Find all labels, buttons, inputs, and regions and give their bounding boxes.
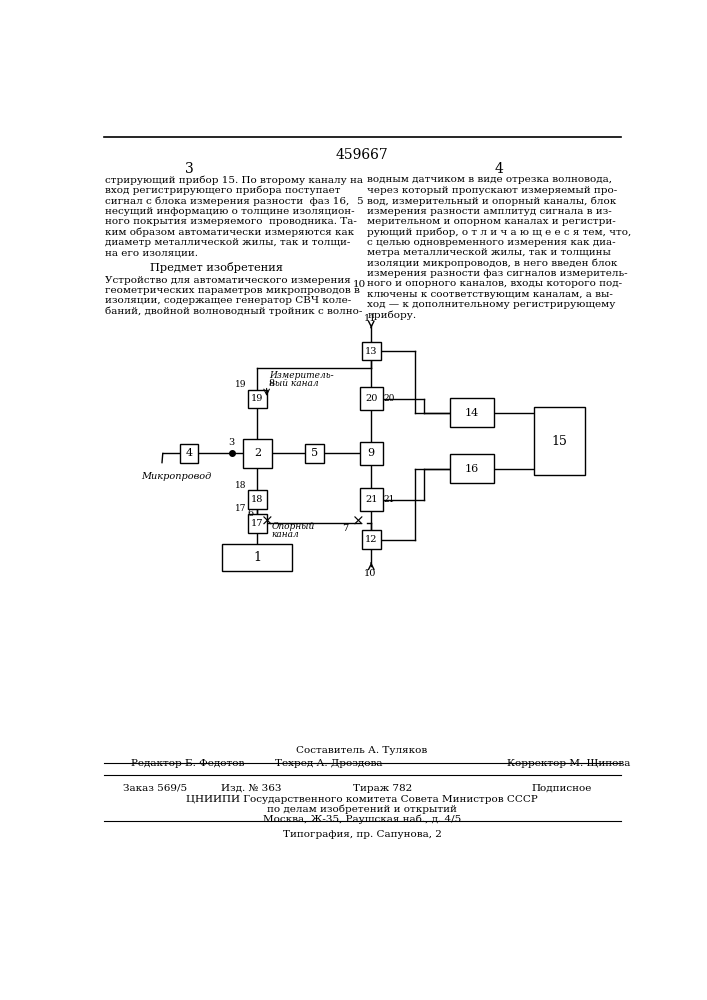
Text: 21: 21 [384, 495, 395, 504]
Text: метра металлической жилы, так и толщины: метра металлической жилы, так и толщины [368, 248, 612, 257]
Text: ный канал: ный канал [269, 379, 319, 388]
Text: 8: 8 [268, 379, 274, 388]
Text: мерительном и опорном каналах и регистри-: мерительном и опорном каналах и регистри… [368, 217, 616, 226]
Text: прибору.: прибору. [368, 311, 416, 320]
Text: 459667: 459667 [336, 148, 388, 162]
Text: вход регистрирующего прибора поступает: вход регистрирующего прибора поступает [105, 186, 341, 195]
Text: Техред А. Дроздова: Техред А. Дроздова [275, 759, 382, 768]
Text: измерения разности фаз сигналов измеритель-: измерения разности фаз сигналов измерите… [368, 269, 628, 278]
Bar [362, 530, 380, 549]
Text: Подписное: Подписное [532, 784, 592, 793]
Text: 4: 4 [495, 162, 503, 176]
Text: стрирующий прибор 15. По второму каналу на: стрирующий прибор 15. По второму каналу … [105, 175, 363, 185]
Bar [180, 444, 199, 463]
Text: ного и опорного каналов, входы которого под-: ного и опорного каналов, входы которого … [368, 279, 622, 288]
Text: сигнал с блока измерения разности  фаз 16,: сигнал с блока измерения разности фаз 16… [105, 196, 350, 206]
Text: 13: 13 [365, 347, 378, 356]
Bar [248, 490, 267, 509]
Text: Измеритель-: Измеритель- [269, 371, 334, 380]
Bar [450, 398, 494, 427]
Text: вод, измерительный и опорный каналы, блок: вод, измерительный и опорный каналы, бло… [368, 196, 617, 206]
Text: с целью одновременного измерения как диа-: с целью одновременного измерения как диа… [368, 238, 616, 247]
Text: рующий прибор, о т л и ч а ю щ е е с я тем, что,: рующий прибор, о т л и ч а ю щ е е с я т… [368, 227, 631, 237]
Text: 3: 3 [185, 162, 194, 176]
Text: 20: 20 [384, 394, 395, 403]
Text: ×: × [260, 514, 273, 528]
Text: Устройство для автоматического измерения: Устройство для автоматического измерения [105, 276, 351, 285]
Text: 21: 21 [365, 495, 378, 504]
Bar [248, 514, 267, 533]
Text: Предмет изобретения: Предмет изобретения [150, 262, 283, 273]
Text: ход — к дополнительному регистрирующему: ход — к дополнительному регистрирующему [368, 300, 616, 309]
Bar [223, 544, 292, 571]
Text: изоляции, содержащее генератор СВЧ коле-: изоляции, содержащее генератор СВЧ коле- [105, 296, 351, 305]
Text: 5: 5 [311, 448, 318, 458]
Text: Тираж 782: Тираж 782 [354, 784, 412, 793]
Text: Изд. № 363: Изд. № 363 [221, 784, 281, 793]
Text: 3: 3 [228, 438, 235, 447]
Text: Типография, пр. Сапунова, 2: Типография, пр. Сапунова, 2 [283, 830, 441, 839]
Bar [450, 454, 494, 483]
Text: ким образом автоматически измеряются как: ким образом автоматически измеряются как [105, 227, 354, 237]
Text: водным датчиком в виде отрезка волновода,: водным датчиком в виде отрезка волновода… [368, 175, 612, 184]
Text: Составитель А. Туляков: Составитель А. Туляков [296, 746, 428, 755]
Text: 10: 10 [363, 569, 376, 578]
Text: 6: 6 [247, 509, 253, 518]
Text: ×: × [352, 514, 365, 528]
Bar [360, 387, 383, 410]
Text: 2: 2 [254, 448, 261, 458]
Text: ного покрытия измеряемого  проводника. Та-: ного покрытия измеряемого проводника. Та… [105, 217, 357, 226]
Text: 16: 16 [465, 464, 479, 474]
Text: 15: 15 [551, 435, 568, 448]
Text: Заказ 569/5: Заказ 569/5 [123, 784, 187, 793]
Text: 17: 17 [251, 519, 264, 528]
Bar [362, 342, 380, 360]
Text: 1: 1 [253, 551, 262, 564]
Text: диаметр металлической жилы, так и толщи-: диаметр металлической жилы, так и толщи- [105, 238, 351, 247]
Text: геометрических параметров микропроводов в: геометрических параметров микропроводов … [105, 286, 361, 295]
Text: 11: 11 [363, 314, 376, 323]
Text: 19: 19 [251, 394, 264, 403]
Text: ключены к соответствующим каналам, а вы-: ключены к соответствующим каналам, а вы- [368, 290, 613, 299]
Bar [248, 389, 267, 408]
Text: на его изоляции.: на его изоляции. [105, 248, 199, 257]
Bar [243, 439, 272, 468]
Text: баний, двойной волноводный тройник с волно-: баний, двойной волноводный тройник с вол… [105, 307, 363, 316]
Text: 18: 18 [251, 495, 264, 504]
Text: Микропровод: Микропровод [141, 472, 211, 481]
Text: 17: 17 [235, 504, 247, 513]
Text: 12: 12 [365, 535, 378, 544]
Text: 20: 20 [365, 394, 378, 403]
Text: Опорный: Опорный [271, 522, 315, 531]
Text: измерения разности амплитуд сигнала в из-: измерения разности амплитуд сигнала в из… [368, 207, 612, 216]
Bar [534, 407, 585, 475]
Text: через который пропускают измеряемый про-: через который пропускают измеряемый про- [368, 186, 618, 195]
Text: несущий информацию о толщине изоляцион-: несущий информацию о толщине изоляцион- [105, 207, 355, 216]
Text: 4: 4 [185, 448, 193, 458]
Text: 19: 19 [235, 380, 247, 389]
Text: Корректор М. Щипова: Корректор М. Щипова [507, 759, 631, 768]
Text: Редактор Б. Федотов: Редактор Б. Федотов [131, 759, 245, 768]
Text: 9: 9 [368, 448, 375, 458]
Bar [305, 444, 324, 463]
Text: 5: 5 [356, 197, 363, 206]
Text: Москва, Ж-35, Раушская наб., д. 4/5: Москва, Ж-35, Раушская наб., д. 4/5 [263, 815, 461, 824]
Text: 7: 7 [342, 524, 349, 533]
Bar [360, 488, 383, 511]
Text: 18: 18 [235, 481, 247, 490]
Text: канал: канал [271, 530, 299, 539]
Text: 10: 10 [353, 280, 366, 289]
Text: ЦНИИПИ Государственного комитета Совета Министров СССР: ЦНИИПИ Государственного комитета Совета … [186, 795, 538, 804]
Bar [360, 442, 383, 465]
Text: по делам изобретений и открытий: по делам изобретений и открытий [267, 805, 457, 814]
Text: изоляции микропроводов, в него введен блок: изоляции микропроводов, в него введен бл… [368, 259, 618, 268]
Text: 14: 14 [465, 408, 479, 418]
